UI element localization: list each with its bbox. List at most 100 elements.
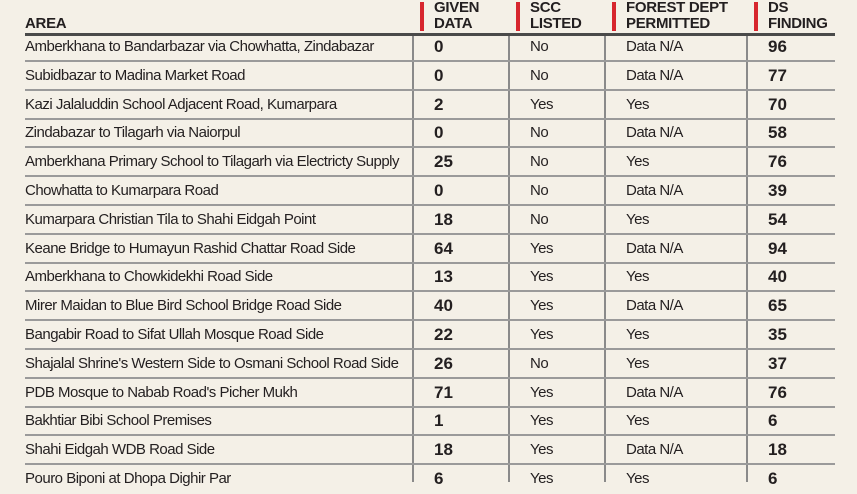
cell-forest: Data N/A (626, 239, 683, 257)
cell-area: Shajalal Shrine's Western Side to Osmani… (25, 354, 399, 372)
header-given-data: GIVEN DATA (420, 0, 479, 33)
cell-forest: Data N/A (626, 38, 683, 55)
cell-ds: 37 (768, 353, 787, 373)
table-row: Amberkhana to Chowkidekhi Road Side 13 Yes… (25, 263, 835, 293)
cell-ds: 70 (768, 94, 787, 114)
cell-ds: 35 (768, 325, 787, 344)
cell-given: 13 (434, 267, 453, 287)
header-divider (754, 2, 758, 31)
table-row: Pouro Biponi at Dhopa Dighir Par 6 Yes Yes 6 (25, 465, 835, 494)
table-row: Amberkhana to Bandarbazar via Chowhatta,… (25, 33, 835, 62)
cell-scc: No (530, 182, 549, 199)
cell-given: 18 (434, 209, 453, 229)
cell-scc: No (530, 153, 549, 171)
cell-area: Amberkhana to Chowkidekhi Road Side (25, 268, 273, 286)
table-row: Amberkhana Primary School to Tilagarh vi… (25, 148, 835, 178)
cell-forest: Yes (626, 210, 649, 228)
table-row: Chowhatta to Kumarpara Road 0 No Data N/A 39 (25, 177, 835, 206)
header-label: PERMITTED (626, 15, 710, 32)
cell-given: 40 (434, 296, 453, 316)
header-divider (420, 2, 424, 31)
cell-forest: Data N/A (626, 441, 683, 459)
cell-scc: No (530, 354, 549, 372)
cell-area: Keane Bridge to Humayun Rashid Chattar R… (25, 239, 356, 257)
cell-scc: Yes (530, 326, 553, 343)
cell-ds: 65 (768, 296, 787, 316)
cell-forest: Yes (626, 412, 649, 430)
cell-scc: Yes (530, 441, 553, 459)
cell-area: Kumarpara Christian Tila to Shahi Eidgah… (25, 210, 316, 228)
cell-given: 71 (434, 382, 453, 402)
cell-scc: No (530, 66, 549, 84)
cell-scc: Yes (530, 239, 553, 257)
cell-area: Bangabir Road to Sifat Ullah Mosque Road… (25, 326, 324, 343)
header-label: FINDING (768, 15, 828, 32)
table-row: Zindabazar to Tilagarh via Naiorpul 0 No Da… (25, 119, 835, 149)
table-row: Mirer Maidan to Blue Bird School Bridge … (25, 292, 835, 322)
cell-ds: 6 (768, 469, 778, 488)
cell-forest: Yes (626, 354, 649, 372)
header-label: DS (768, 0, 789, 16)
column-divider (412, 36, 414, 482)
header-area: AREA (25, 16, 67, 49)
cell-scc: No (530, 210, 549, 228)
cell-given: 26 (434, 353, 453, 373)
column-divider (604, 36, 606, 482)
table-header: AREA GIVEN DATA SCC LISTED FOREST DEPT P… (0, 0, 857, 33)
cell-ds: 76 (768, 152, 787, 172)
cell-ds: 58 (768, 123, 787, 143)
cell-given: 0 (434, 37, 444, 56)
cell-forest: Yes (626, 268, 649, 286)
cell-area: Subidbazar to Madina Market Road (25, 66, 245, 84)
cell-area: Kazi Jalaluddin School Adjacent Road, Ku… (25, 95, 337, 113)
table-row: PDB Mosque to Nabab Road's Picher Mukh 71… (25, 379, 835, 408)
cell-area: PDB Mosque to Nabab Road's Picher Mukh (25, 383, 298, 401)
cell-forest: Yes (626, 326, 649, 343)
cell-given: 64 (434, 238, 453, 258)
cell-ds: 54 (768, 209, 787, 229)
cell-forest: Data N/A (626, 297, 683, 315)
cell-area: Amberkhana Primary School to Tilagarh vi… (25, 153, 400, 171)
header-divider (612, 2, 616, 31)
header-forest-dept: FOREST DEPT PERMITTED (612, 0, 728, 33)
cell-given: 0 (434, 123, 444, 143)
header-label: SCC (530, 0, 561, 16)
cell-scc: Yes (530, 470, 553, 487)
cell-forest: Yes (626, 470, 649, 487)
cell-ds: 6 (768, 411, 778, 431)
cell-scc: No (530, 38, 549, 55)
cell-given: 18 (434, 440, 453, 460)
cell-given: 0 (434, 65, 444, 85)
cell-ds: 40 (768, 267, 787, 287)
cell-area: Mirer Maidan to Blue Bird School Bridge … (25, 297, 342, 315)
cell-given: 22 (434, 325, 453, 344)
cell-given: 1 (434, 411, 444, 431)
cell-scc: Yes (530, 412, 553, 430)
cell-given: 2 (434, 94, 444, 114)
cell-ds: 18 (768, 440, 787, 460)
cell-forest: Data N/A (626, 182, 683, 199)
cell-area: Bakhtiar Bibi School Premises (25, 412, 212, 430)
cell-ds: 96 (768, 37, 787, 56)
table-row: Kumarpara Christian Tila to Shahi Eidgah… (25, 206, 835, 235)
cell-given: 6 (434, 469, 444, 488)
cell-forest: Yes (626, 153, 649, 171)
cell-scc: Yes (530, 297, 553, 315)
cell-given: 0 (434, 181, 444, 200)
header-label: LISTED (530, 15, 582, 32)
cell-forest: Data N/A (626, 66, 683, 84)
cell-scc: No (530, 124, 549, 142)
cell-area: Amberkhana to Bandarbazar via Chowhatta,… (25, 38, 374, 55)
table-row: Kazi Jalaluddin School Adjacent Road, Ku… (25, 91, 835, 120)
cell-ds: 39 (768, 181, 787, 200)
cell-forest: Data N/A (626, 383, 683, 401)
header-rule (25, 33, 835, 36)
table-row: Shajalal Shrine's Western Side to Osmani… (25, 350, 835, 379)
cell-ds: 94 (768, 238, 787, 258)
header-divider (516, 2, 520, 31)
header-label: DATA (434, 15, 473, 32)
table-row: Bakhtiar Bibi School Premises 1 Yes Yes 6 (25, 407, 835, 437)
header-scc-listed: SCC LISTED (516, 0, 582, 33)
cell-forest: Data N/A (626, 124, 683, 142)
table-row: Subidbazar to Madina Market Road 0 No Data … (25, 62, 835, 91)
